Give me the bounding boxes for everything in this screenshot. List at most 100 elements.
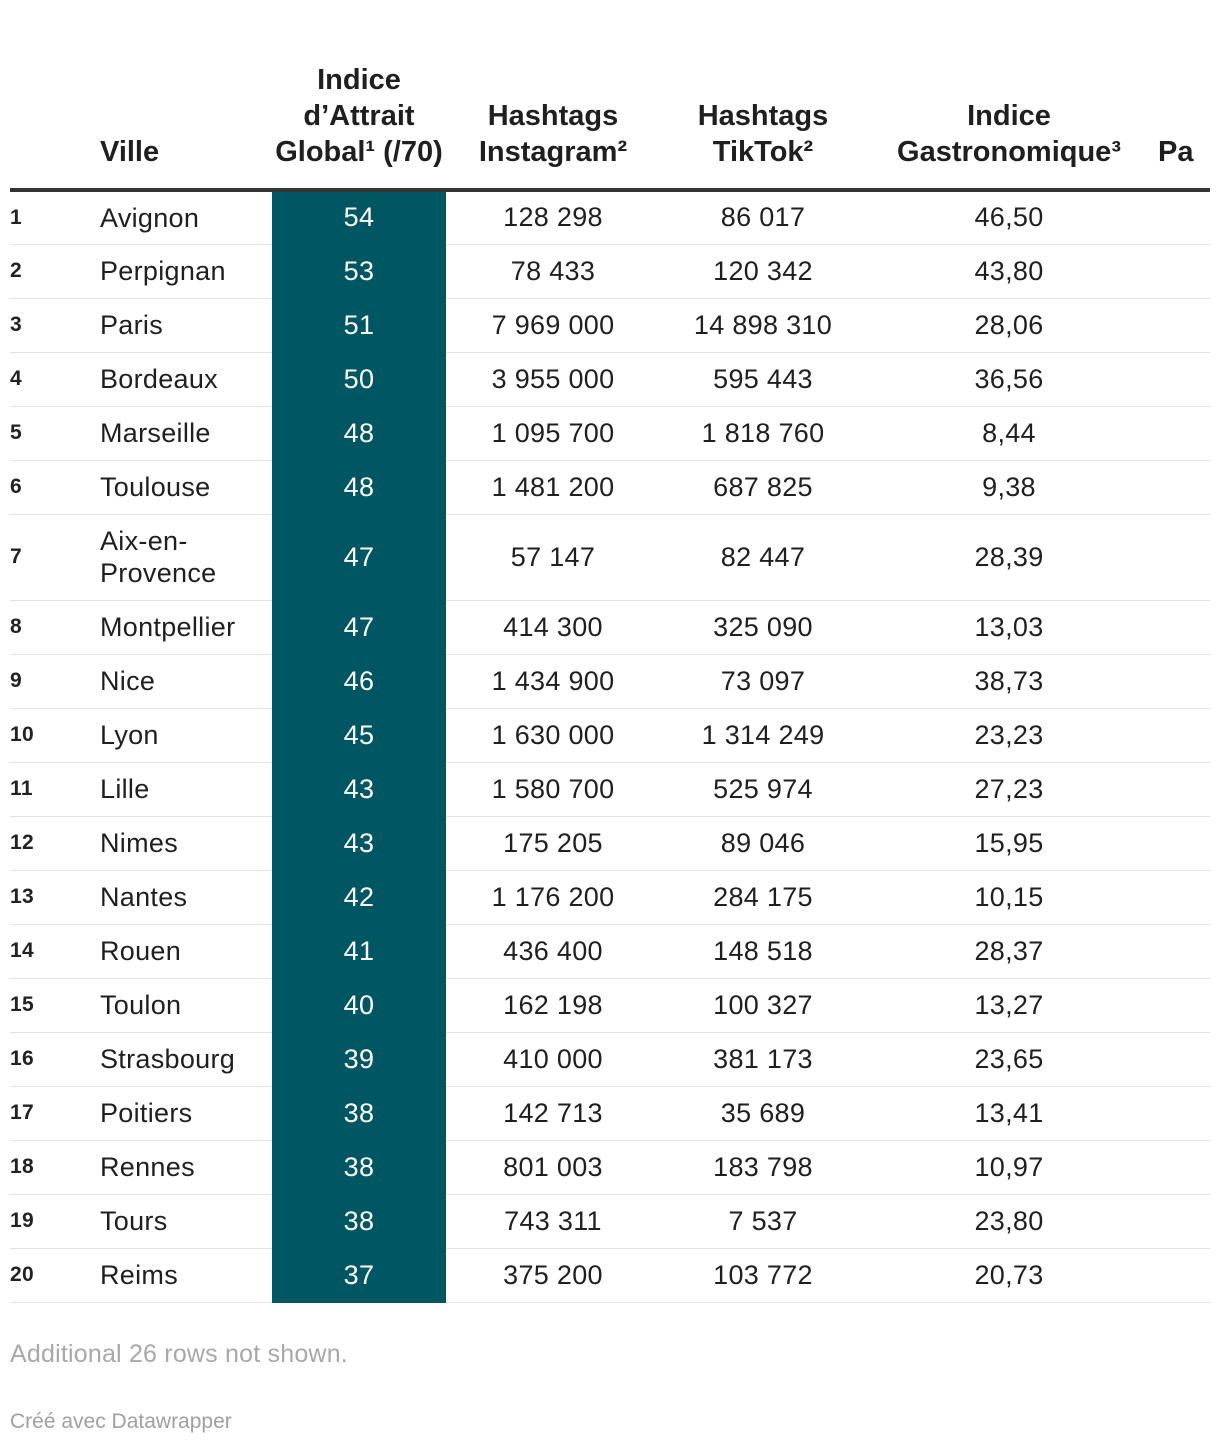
clipped-cell [1152, 708, 1210, 763]
score-cell: 38 [272, 1086, 446, 1141]
instagram-cell: 1 176 200 [446, 870, 660, 925]
score-header[interactable]: Indice d’Attrait Global¹ (/70) [272, 0, 446, 192]
gastro-cell: 9,38 [866, 460, 1152, 515]
instagram-cell: 142 713 [446, 1086, 660, 1141]
instagram-cell: 743 311 [446, 1194, 660, 1249]
table-row: 10 Lyon 45 1 630 000 1 314 249 23,23 [10, 708, 1210, 763]
clipped-cell [1152, 352, 1210, 407]
ville-cell: Avignon [100, 190, 272, 245]
tiktok-cell: 381 173 [660, 1032, 866, 1087]
tiktok-cell: 120 342 [660, 244, 866, 299]
rank-cell: 13 [10, 870, 100, 925]
gastro-cell: 27,23 [866, 762, 1152, 817]
rank-cell: 20 [10, 1248, 100, 1303]
tiktok-cell: 100 327 [660, 978, 866, 1033]
score-cell: 54 [272, 190, 446, 245]
datawrapper-credit[interactable]: Créé avec Datawrapper [10, 1410, 232, 1433]
clipped-cell [1152, 1140, 1210, 1195]
gastro-cell: 10,97 [866, 1140, 1152, 1195]
rank-cell: 5 [10, 406, 100, 461]
instagram-cell: 162 198 [446, 978, 660, 1033]
clipped-cell [1152, 1032, 1210, 1087]
clipped-cell [1152, 600, 1210, 655]
score-cell: 46 [272, 654, 446, 709]
instagram-cell: 1 630 000 [446, 708, 660, 763]
ville-header[interactable]: Ville [100, 0, 272, 192]
clipped-cell [1152, 978, 1210, 1033]
ville-cell: Tours [100, 1194, 272, 1249]
ville-cell: Lille [100, 762, 272, 817]
gastro-cell: 23,65 [866, 1032, 1152, 1087]
table-row: 19 Tours 38 743 311 7 537 23,80 [10, 1194, 1210, 1249]
score-cell: 47 [272, 600, 446, 655]
table-row: 15 Toulon 40 162 198 100 327 13,27 [10, 978, 1210, 1033]
ville-cell: Montpellier [100, 600, 272, 655]
score-cell: 47 [272, 514, 446, 601]
gastro-cell: 46,50 [866, 190, 1152, 245]
ville-cell: Marseille [100, 406, 272, 461]
rank-cell: 1 [10, 190, 100, 245]
tiktok-cell: 89 046 [660, 816, 866, 871]
ville-cell: Lyon [100, 708, 272, 763]
instagram-cell: 1 580 700 [446, 762, 660, 817]
gastro-cell: 38,73 [866, 654, 1152, 709]
tiktok-cell: 183 798 [660, 1140, 866, 1195]
gastro-cell: 23,23 [866, 708, 1152, 763]
score-cell: 38 [272, 1194, 446, 1249]
table-row: 12 Nimes 43 175 205 89 046 15,95 [10, 816, 1210, 871]
table-row: 5 Marseille 48 1 095 700 1 818 760 8,44 [10, 406, 1210, 461]
ville-cell: Aix-en-Provence [100, 514, 272, 601]
clipped-cell [1152, 406, 1210, 461]
table-row: 2 Perpignan 53 78 433 120 342 43,80 [10, 244, 1210, 299]
tiktok-header[interactable]: Hashtags TikTok² [660, 0, 866, 192]
score-cell: 37 [272, 1248, 446, 1303]
clipped-cell [1152, 654, 1210, 709]
tiktok-cell: 325 090 [660, 600, 866, 655]
tiktok-cell: 7 537 [660, 1194, 866, 1249]
tiktok-cell: 73 097 [660, 654, 866, 709]
gastro-cell: 28,06 [866, 298, 1152, 353]
clipped-header[interactable]: Pa [1152, 0, 1210, 192]
clipped-cell [1152, 244, 1210, 299]
gastro-header[interactable]: Indice Gastronomique³ [866, 0, 1152, 192]
rows-not-shown-note: Additional 26 rows not shown. [10, 1340, 348, 1368]
clipped-cell [1152, 816, 1210, 871]
table-row: 18 Rennes 38 801 003 183 798 10,97 [10, 1140, 1210, 1195]
ville-cell: Toulouse [100, 460, 272, 515]
rank-cell: 15 [10, 978, 100, 1033]
table-row: 3 Paris 51 7 969 000 14 898 310 28,06 [10, 298, 1210, 353]
instagram-cell: 128 298 [446, 190, 660, 245]
rank-cell: 18 [10, 1140, 100, 1195]
table-row: 16 Strasbourg 39 410 000 381 173 23,65 [10, 1032, 1210, 1087]
table-row: 6 Toulouse 48 1 481 200 687 825 9,38 [10, 460, 1210, 515]
gastro-cell: 13,41 [866, 1086, 1152, 1141]
tiktok-cell: 595 443 [660, 352, 866, 407]
table-viewport[interactable]: Ville Indice d’Attrait Global¹ (/70) Has… [0, 0, 1210, 1330]
ville-cell: Poitiers [100, 1086, 272, 1141]
tiktok-cell: 14 898 310 [660, 298, 866, 353]
score-cell: 53 [272, 244, 446, 299]
ville-cell: Nimes [100, 816, 272, 871]
instagram-cell: 175 205 [446, 816, 660, 871]
gastro-cell: 13,03 [866, 600, 1152, 655]
clipped-cell [1152, 1248, 1210, 1303]
instagram-cell: 57 147 [446, 514, 660, 601]
clipped-cell [1152, 1086, 1210, 1141]
instagram-cell: 410 000 [446, 1032, 660, 1087]
rank-cell: 16 [10, 1032, 100, 1087]
score-cell: 38 [272, 1140, 446, 1195]
tiktok-cell: 82 447 [660, 514, 866, 601]
gastro-cell: 13,27 [866, 978, 1152, 1033]
instagram-cell: 1 095 700 [446, 406, 660, 461]
score-cell: 48 [272, 460, 446, 515]
instagram-header[interactable]: Hashtags Instagram² [446, 0, 660, 192]
gastro-cell: 20,73 [866, 1248, 1152, 1303]
clipped-cell [1152, 190, 1210, 245]
tiktok-cell: 687 825 [660, 460, 866, 515]
clipped-cell [1152, 762, 1210, 817]
clipped-cell [1152, 870, 1210, 925]
table-row: 20 Reims 37 375 200 103 772 20,73 [10, 1248, 1210, 1303]
gastro-cell: 10,15 [866, 870, 1152, 925]
score-cell: 42 [272, 870, 446, 925]
tiktok-cell: 103 772 [660, 1248, 866, 1303]
